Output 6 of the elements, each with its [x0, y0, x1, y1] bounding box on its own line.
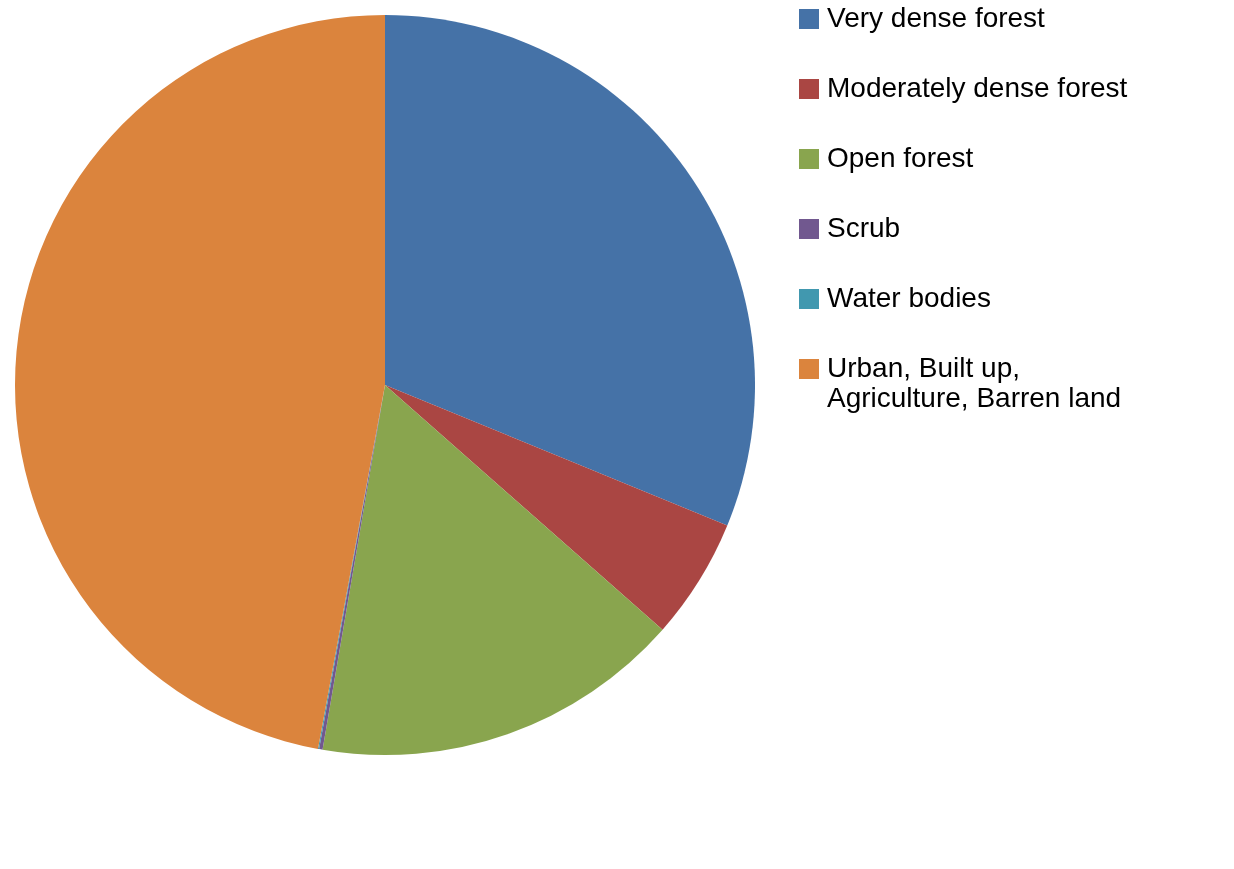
legend-label: Open forest: [827, 142, 974, 173]
legend-label: Water bodies: [827, 282, 991, 313]
legend-label: Scrub: [827, 212, 901, 243]
legend-label: Urban, Built up, Agriculture, Barren land: [827, 352, 1122, 413]
legend-label: Moderately dense forest: [827, 72, 1128, 103]
legend-label: Very dense forest: [827, 2, 1046, 33]
